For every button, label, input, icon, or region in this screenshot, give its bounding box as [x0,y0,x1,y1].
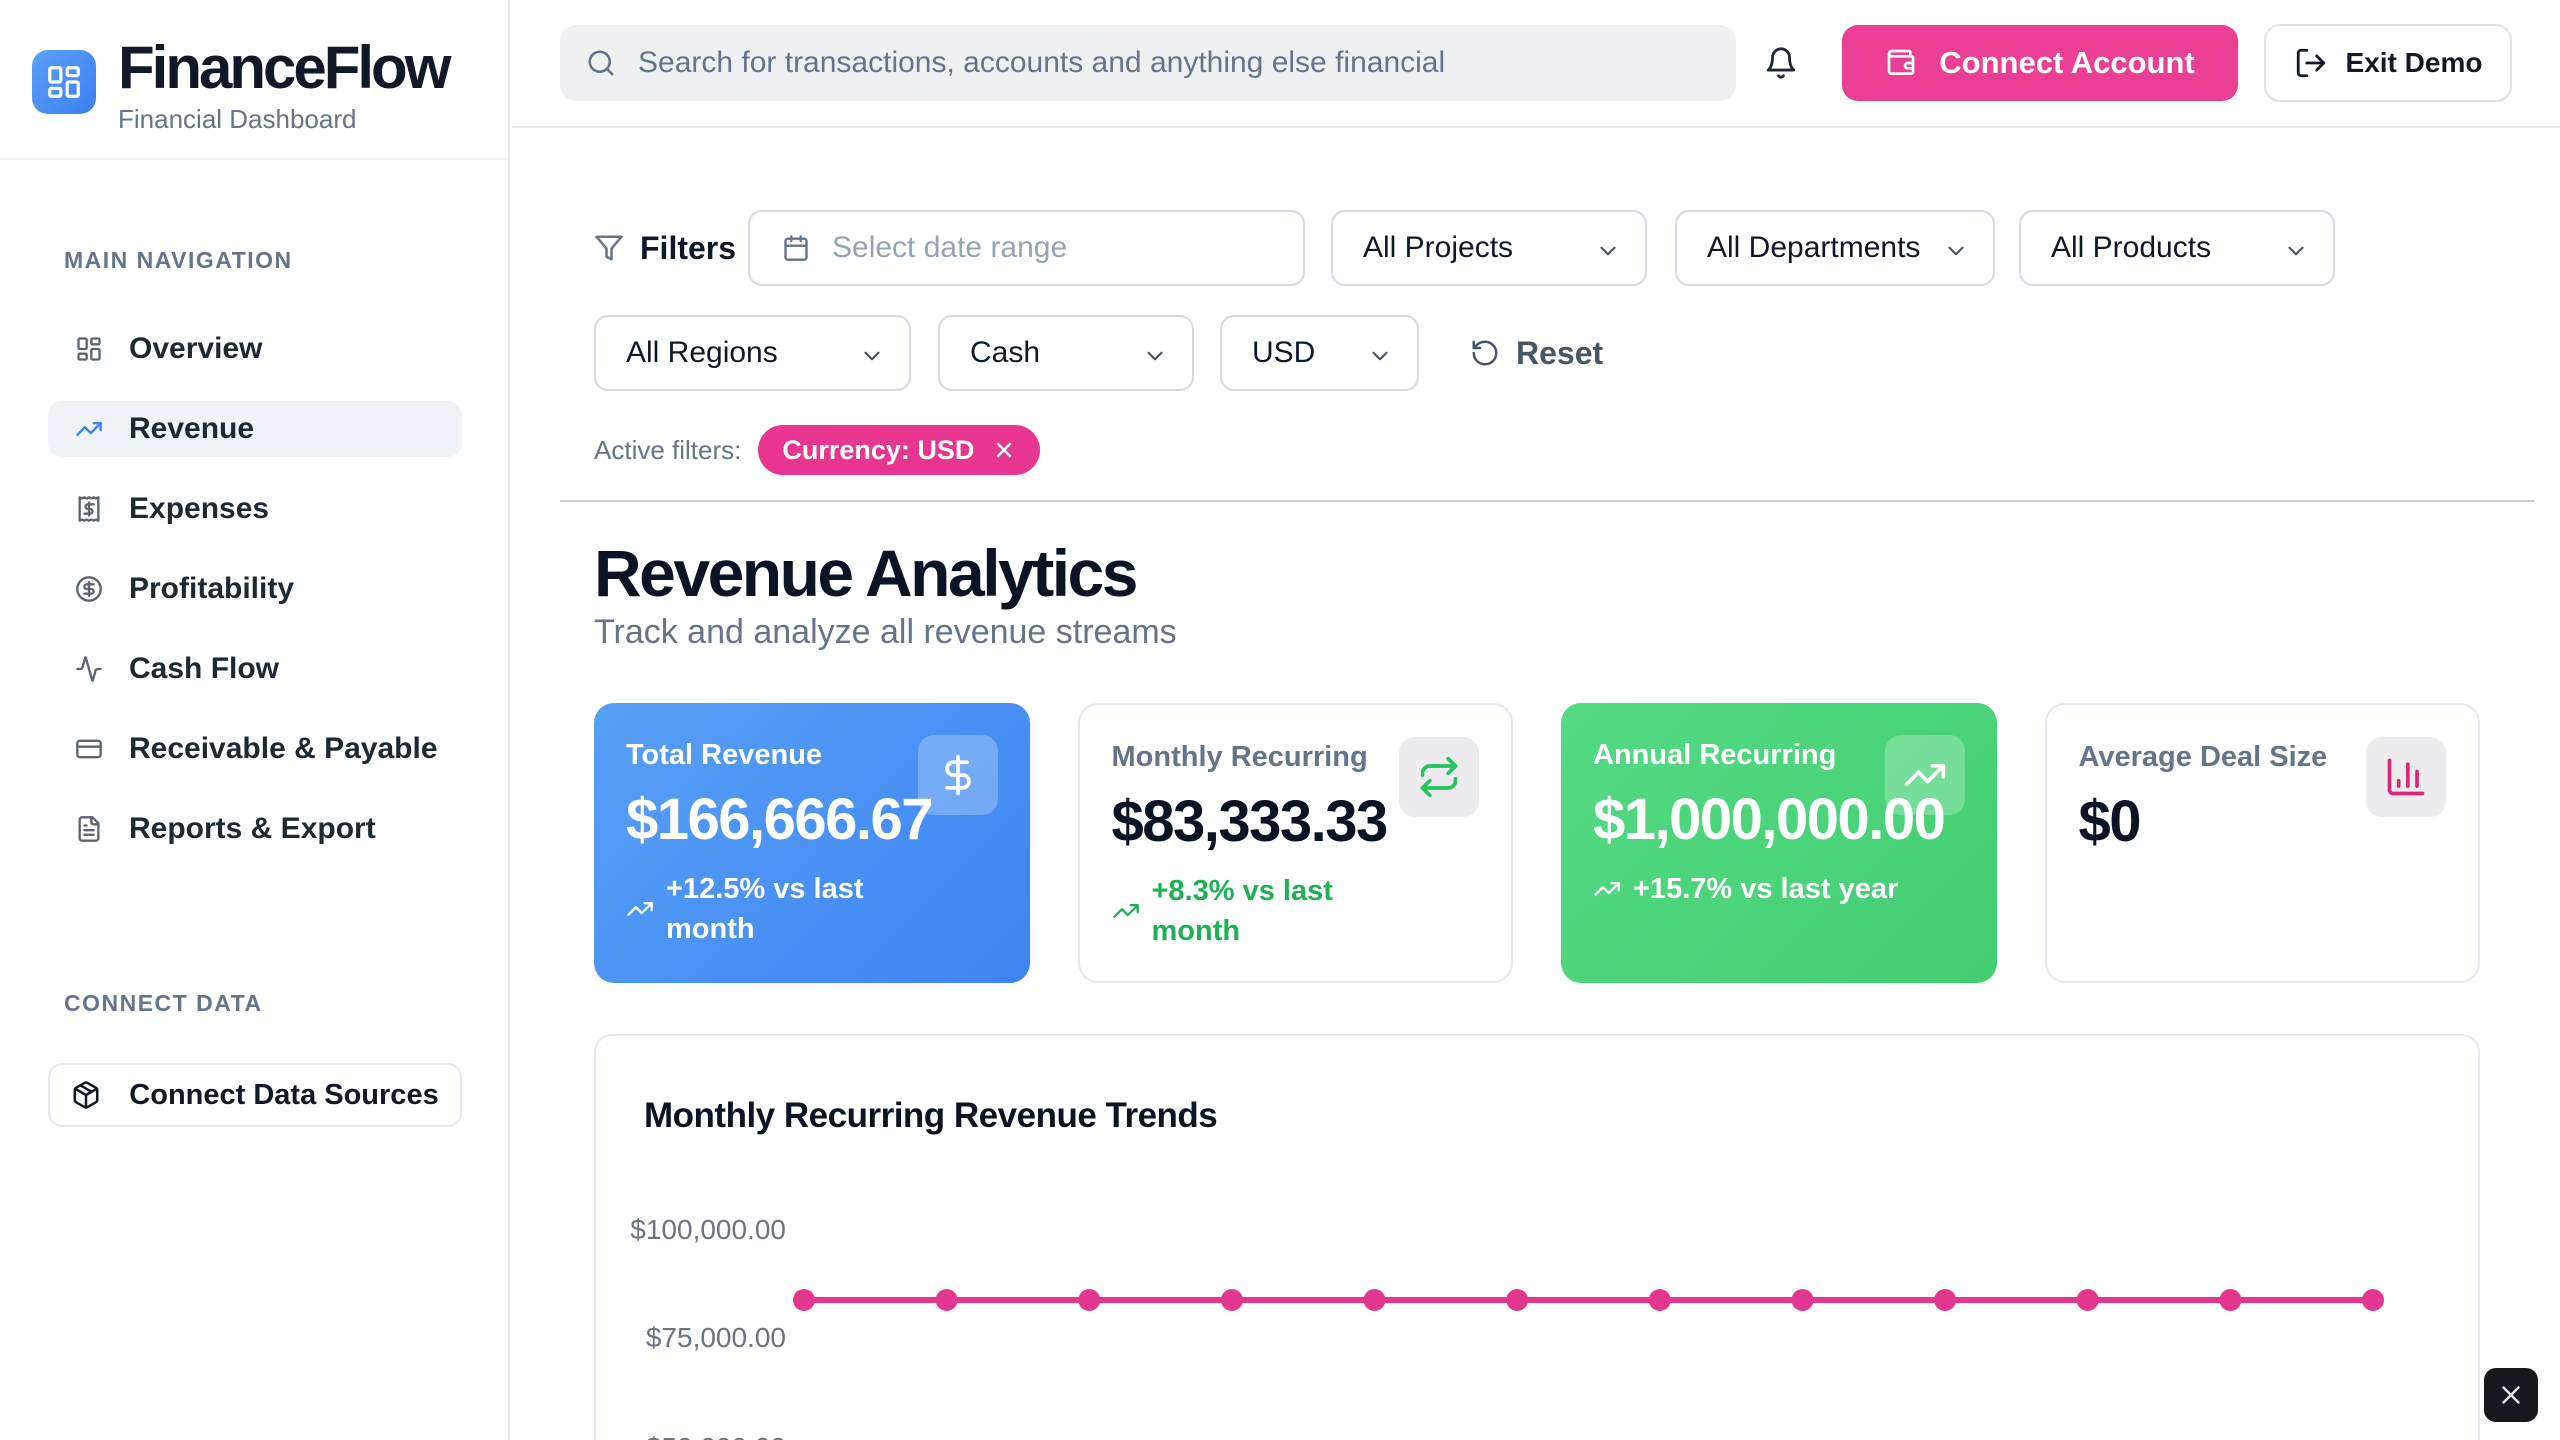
svg-text:$50,000.00: $50,000.00 [646,1432,786,1440]
svg-text:$100,000.00: $100,000.00 [630,1214,786,1245]
svg-text:$75,000.00: $75,000.00 [646,1322,786,1353]
